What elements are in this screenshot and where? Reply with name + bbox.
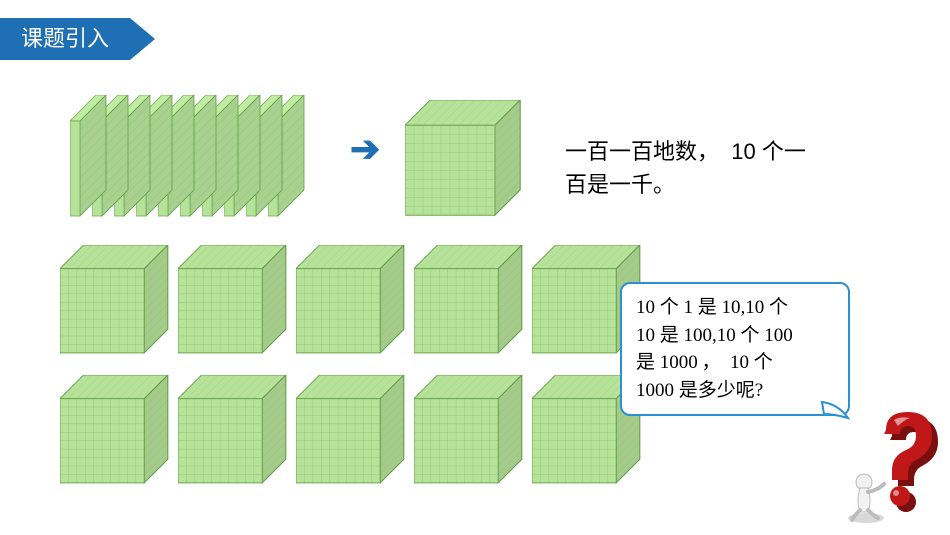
question-mark-icon <box>884 412 938 512</box>
bubble-line2: 10 是 100,10 个 100 <box>636 325 793 346</box>
hundred-flat <box>70 95 108 218</box>
bubble-line3: 是 1000 ， 10 个 <box>636 352 773 373</box>
thousand-cube <box>296 245 406 355</box>
arrow-right-icon: ➔ <box>350 128 380 170</box>
main-text-line2: 百是一千。 <box>565 172 675 197</box>
thousand-cube <box>414 375 524 485</box>
thousand-cube <box>60 245 170 355</box>
thousand-cube-top <box>405 100 522 217</box>
thousand-cube <box>296 375 406 485</box>
speech-bubble-tail <box>820 400 850 420</box>
thousand-cube <box>178 245 288 355</box>
sitting-figure-icon <box>848 474 884 523</box>
thousand-cube <box>60 375 170 485</box>
main-explanation-text: 一百一百地数， 10 个一 百是一千。 <box>565 135 806 201</box>
main-text-line1: 一百一百地数， 10 个一 <box>565 139 806 164</box>
section-banner: 课题引入 <box>0 18 160 60</box>
question-mark-figure <box>848 410 943 525</box>
thousand-cube <box>178 375 288 485</box>
speech-bubble: 10 个 1 是 10,10 个 10 是 100,10 个 100 是 100… <box>620 282 850 416</box>
bubble-line1: 10 个 1 是 10,10 个 <box>636 297 788 318</box>
bubble-line4: 1000 是多少呢? <box>636 380 763 401</box>
banner-arrowhead <box>130 18 155 60</box>
banner-label: 课题引入 <box>0 18 130 60</box>
thousand-cube <box>414 245 524 355</box>
